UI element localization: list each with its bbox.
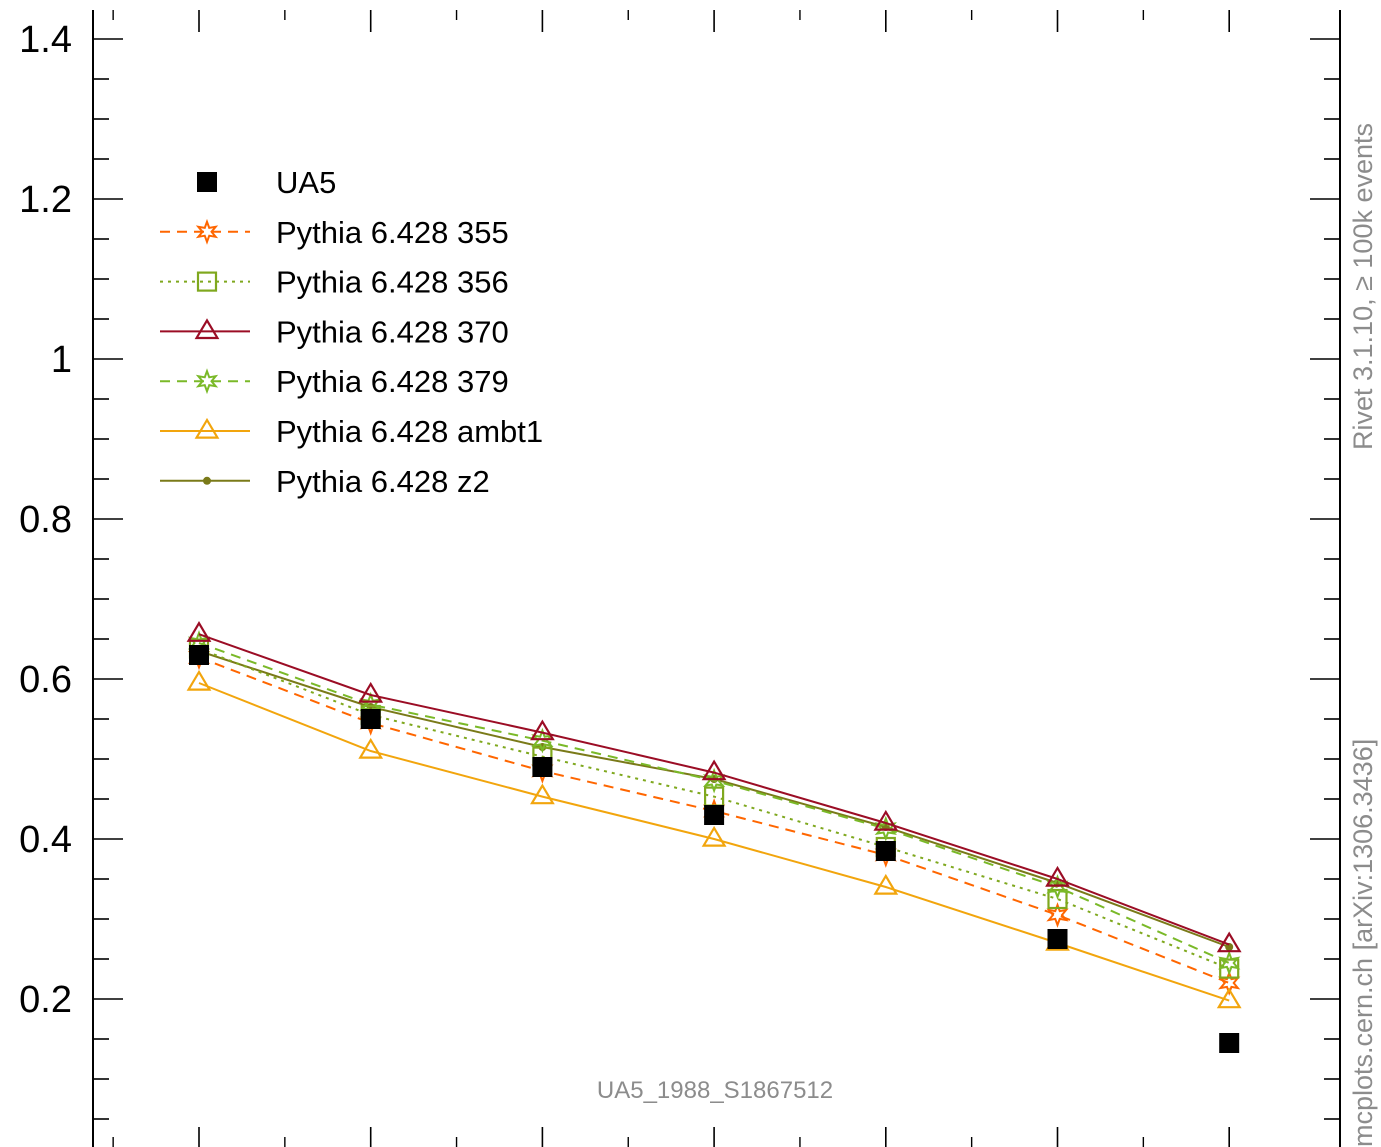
legend-item: Pythia 6.428 356	[160, 265, 509, 300]
data-point	[189, 645, 209, 665]
side-label-bottom: mcplots.cern.ch [arXiv:1306.3436]	[1348, 739, 1378, 1147]
y-tick-label: 1.2	[19, 179, 72, 221]
series-layer	[186, 621, 1242, 1053]
data-point	[197, 172, 217, 192]
legend-label: UA5	[276, 165, 336, 200]
marker-triangle	[358, 681, 384, 703]
axis-ticks	[93, 10, 1340, 1147]
marker-star	[1218, 950, 1241, 976]
legend-label: Pythia 6.428 355	[276, 215, 509, 250]
data-point	[875, 841, 896, 861]
legend-label: Pythia 6.428 z2	[276, 464, 490, 499]
y-tick-label: 0.6	[19, 659, 72, 701]
marker-star	[195, 218, 219, 245]
marker-star	[874, 815, 897, 842]
marker-triangle	[194, 318, 220, 340]
marker-triangle	[701, 759, 727, 781]
marker-triangle	[873, 809, 899, 831]
series-4	[186, 621, 1242, 953]
legend-label: Pythia 6.428 356	[276, 265, 509, 300]
data-point	[1047, 929, 1068, 949]
marker-star	[195, 368, 219, 395]
marker-triangle	[1216, 931, 1242, 953]
legend-item: Pythia 6.428 355	[160, 215, 509, 250]
marker-star	[1046, 902, 1069, 928]
data-point	[1219, 1033, 1240, 1053]
legend: UA5 Pythia 6.428 355 Pythia 6.428 356 Pythi…	[160, 165, 543, 499]
data-point	[360, 709, 381, 729]
series-1	[189, 645, 1240, 1053]
series-line	[198, 682, 1230, 1002]
marker-triangle	[358, 737, 384, 759]
legend-item: UA5	[197, 165, 336, 200]
legend-label: Pythia 6.428 ambt1	[276, 414, 543, 449]
marker-square	[1047, 888, 1068, 910]
legend-item: Pythia 6.428 379	[160, 364, 509, 399]
series-line	[198, 633, 1230, 946]
marker-dot	[1225, 943, 1234, 951]
y-tick-label: 1.4	[19, 19, 72, 61]
legend-label: Pythia 6.428 370	[276, 314, 509, 349]
y-tick-label: 0.8	[19, 499, 72, 541]
marker-triangle	[186, 669, 212, 691]
marker-dot	[203, 476, 211, 485]
y-tick-labels: 0.2 0.4 0.6 0.8 1 1.2 1.4	[19, 19, 72, 1021]
marker-triangle	[1216, 987, 1242, 1009]
data-point	[704, 805, 725, 825]
data-point	[532, 757, 553, 777]
marker-triangle	[1045, 865, 1070, 887]
legend-item: Pythia 6.428 z2	[160, 464, 490, 499]
series-line	[198, 642, 1230, 964]
legend-item: Pythia 6.428 ambt1	[160, 414, 543, 449]
y-tick-label: 0.4	[19, 819, 72, 861]
marker-triangle	[194, 417, 220, 439]
marker-triangle	[701, 825, 727, 847]
side-label-top: Rivet 3.1.10, ≥ 100k events	[1348, 123, 1378, 450]
marker-square	[196, 271, 218, 292]
marker-triangle	[530, 719, 555, 741]
legend-item: Pythia 6.428 370	[160, 314, 509, 349]
marker-triangle	[186, 621, 212, 642]
y-tick-label: 0.2	[19, 979, 72, 1021]
y-tick-label: 1	[51, 339, 72, 381]
series-6	[186, 669, 1242, 1009]
marker-triangle	[530, 783, 555, 805]
legend-label: Pythia 6.428 379	[276, 364, 509, 399]
marker-triangle	[873, 873, 899, 895]
watermark-label: UA5_1988_S1867512	[597, 1077, 833, 1104]
